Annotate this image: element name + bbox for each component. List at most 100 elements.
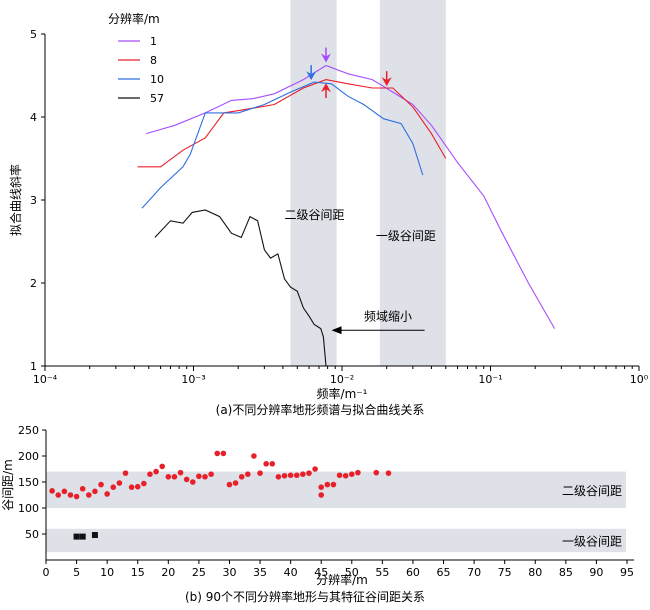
b-point-circle	[238, 474, 245, 480]
b-point-circle	[342, 472, 349, 479]
b-x-tick-label: 35	[253, 566, 267, 579]
b-x-tick-label: 40	[284, 566, 298, 579]
b-point-circle	[214, 450, 221, 457]
b-point-circle	[306, 470, 312, 476]
b-point-circle	[183, 476, 190, 483]
b-point-square	[91, 532, 98, 539]
b-point-circle	[226, 481, 233, 488]
b-point-circle	[147, 471, 153, 478]
b-point-circle	[165, 474, 172, 480]
b-x-tick-label: 10	[100, 566, 114, 579]
b-point-circle	[159, 463, 165, 470]
b-point-circle	[196, 473, 202, 480]
b-point-circle	[61, 488, 68, 495]
b-x-tick-label: 80	[528, 566, 542, 579]
b-caption: (b) 90个不同分辨率地形与其特征谷间距关系	[185, 589, 425, 604]
b-y-tick-label: 250	[18, 424, 39, 437]
b-point-circle	[177, 469, 184, 476]
b-y-tick-label: 150	[18, 476, 39, 489]
a-series-line-10	[141, 81, 424, 209]
a-legend-title: 分辨率/m	[108, 11, 160, 26]
a-x-tick-label: 10⁻¹	[478, 373, 502, 386]
a-band-label-1: 二级谷间距	[285, 208, 345, 222]
b-x-tick-label: 20	[161, 566, 175, 579]
a-y-tick-label: 1	[30, 360, 37, 373]
b-x-tick-label: 5	[73, 566, 80, 579]
b-point-circle	[86, 492, 92, 498]
b-x-tick-label: 30	[222, 566, 236, 579]
b-point-circle	[128, 484, 135, 491]
b-x-tick-label: 45	[314, 566, 328, 579]
a-y-tick-label: 4	[30, 111, 37, 124]
b-point-circle	[287, 472, 294, 479]
b-band-label-2: 一级谷间距	[562, 535, 622, 549]
b-point-circle	[318, 492, 325, 498]
b-point-circle	[232, 480, 239, 486]
b-point-circle	[73, 493, 80, 500]
b-y-axis-label: 谷间距/m	[1, 459, 15, 511]
b-point-circle	[153, 468, 159, 475]
a-y-tick-label: 2	[30, 277, 37, 290]
a-annotation-arrow-head	[331, 326, 342, 335]
b-point-square	[79, 533, 86, 540]
b-point-circle	[245, 471, 251, 478]
b-point-circle	[336, 472, 343, 479]
b-y-tick-label: 200	[18, 450, 39, 463]
b-point-circle	[208, 471, 214, 478]
a-y-axis-label: 拟合曲线斜率	[8, 164, 23, 236]
a-y-tick-label: 3	[30, 194, 37, 207]
a-band-label-2: 一级谷间距	[376, 229, 436, 243]
a-series-line-57	[154, 209, 327, 367]
b-point-circle	[251, 453, 257, 459]
a-marker-arrow-10	[306, 71, 317, 81]
b-point-square	[73, 533, 80, 540]
a-x-tick-label: 10⁰	[630, 373, 649, 386]
b-point-circle	[141, 480, 147, 487]
b-point-circle	[171, 474, 178, 480]
b-point-circle	[324, 481, 331, 488]
b-point-circle	[134, 483, 141, 490]
b-point-circle	[49, 488, 55, 494]
a-legend-entry-8: 8	[150, 54, 157, 67]
b-band-2	[46, 528, 626, 553]
b-x-tick-label: 95	[620, 566, 634, 579]
b-x-tick-label: 55	[375, 566, 389, 579]
b-point-circle	[312, 466, 318, 472]
b-point-circle	[220, 450, 227, 457]
a-marker-arrow-1	[320, 53, 331, 63]
a-annotation-label: 频域缩小	[364, 308, 412, 323]
b-x-tick-label: 50	[345, 566, 359, 579]
a-marker-arrow-8	[320, 83, 331, 93]
b-point-circle	[110, 484, 117, 491]
b-point-circle	[98, 481, 104, 488]
b-point-circle	[263, 461, 269, 467]
b-point-circle	[116, 480, 123, 486]
a-caption: (a)不同分辨率地形频谱与拟合曲线关系	[216, 402, 425, 417]
a-x-tick-label: 10⁻⁴	[33, 373, 58, 386]
b-point-circle	[67, 492, 74, 498]
b-x-tick-label: 60	[406, 566, 420, 579]
b-x-tick-label: 85	[559, 566, 573, 579]
a-band-2	[379, 0, 446, 366]
b-point-circle	[122, 470, 129, 476]
b-point-circle	[355, 469, 361, 476]
b-x-tick-label: 70	[467, 566, 481, 579]
b-point-circle	[293, 472, 300, 479]
b-point-circle	[348, 471, 355, 478]
b-point-circle	[55, 492, 62, 498]
b-band-label-1: 二级谷间距	[562, 484, 622, 498]
b-point-circle	[275, 474, 282, 480]
b-point-circle	[189, 479, 196, 485]
b-point-circle	[385, 470, 392, 476]
a-x-tick-label: 10⁻²	[330, 373, 354, 386]
b-x-tick-label: 90	[589, 566, 603, 579]
a-x-tick-label: 10⁻³	[181, 373, 205, 386]
a-legend-entry-1: 1	[150, 35, 157, 48]
b-x-tick-label: 0	[43, 566, 50, 579]
b-y-tick-label: 50	[25, 528, 39, 541]
a-y-tick-label: 5	[30, 28, 37, 41]
b-point-circle	[318, 484, 325, 491]
